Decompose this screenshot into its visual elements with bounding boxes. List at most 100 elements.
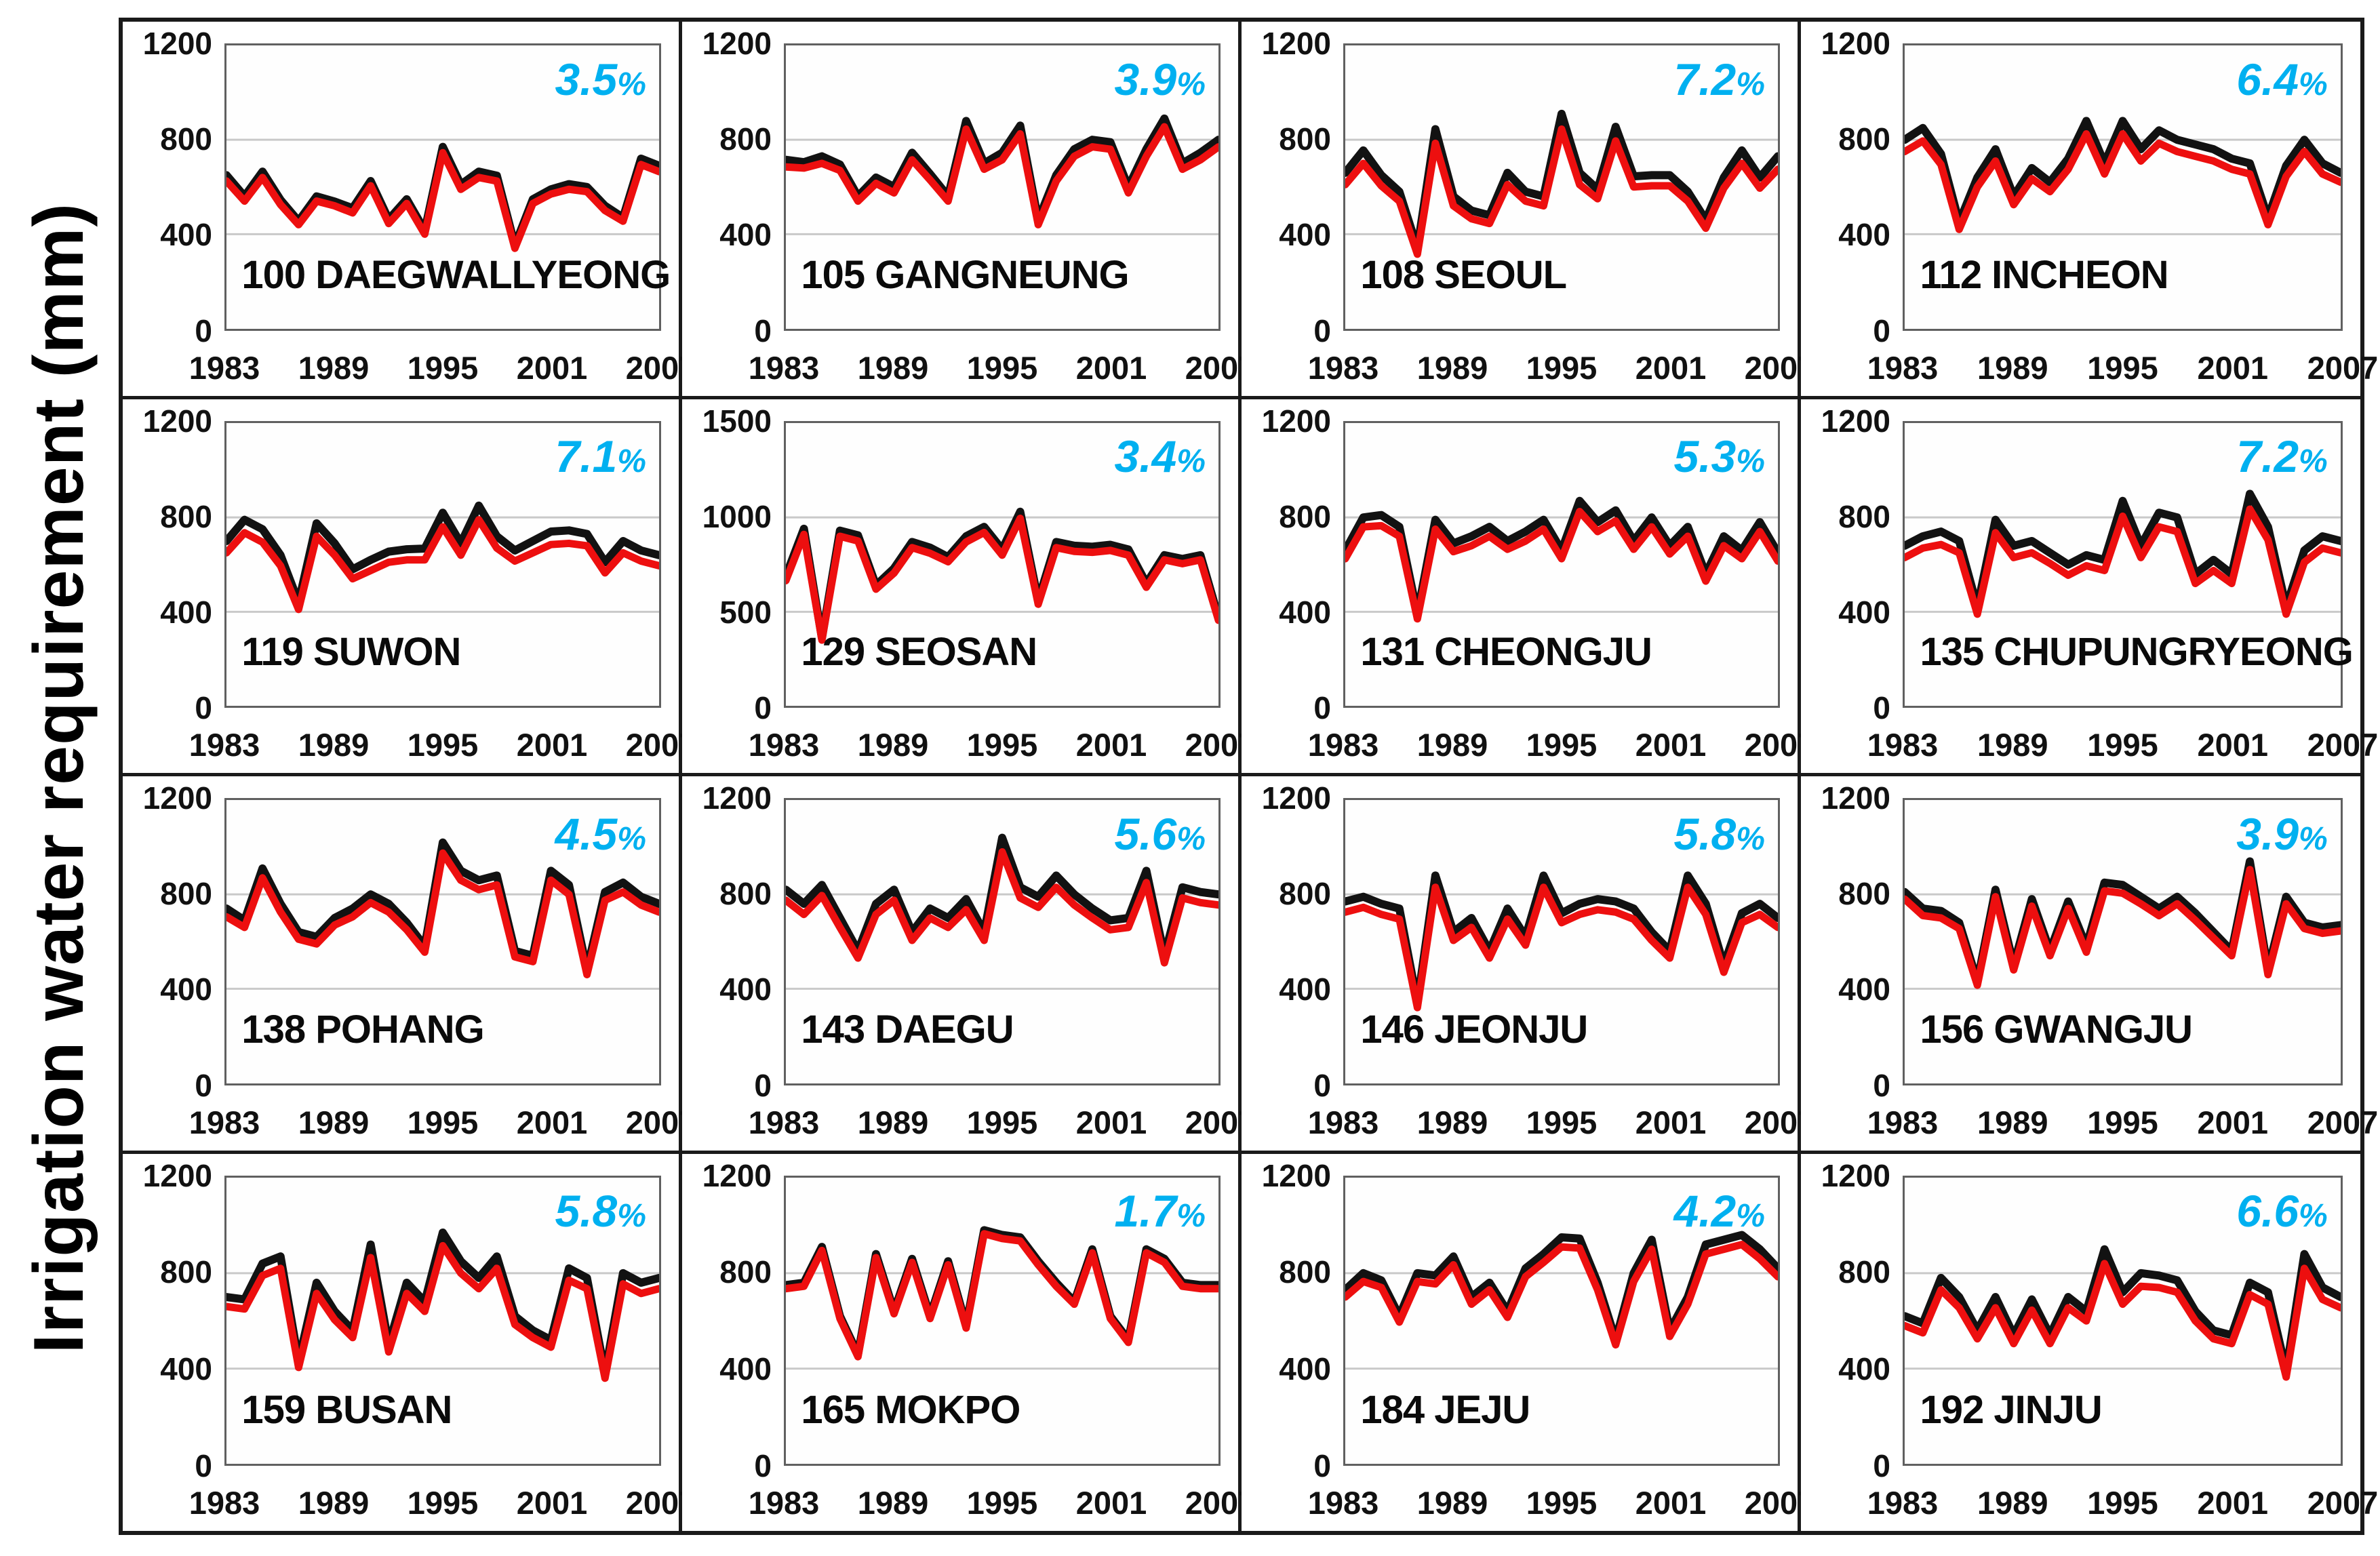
percent-value: 5.6 bbox=[1114, 808, 1177, 859]
y-tick-label: 800 bbox=[1838, 498, 1890, 534]
y-tick-label: 1200 bbox=[1261, 780, 1331, 816]
x-tick-label: 1995 bbox=[2087, 1485, 2158, 1521]
x-tick-label: 1989 bbox=[1416, 727, 1488, 763]
y-tick-label: 1200 bbox=[142, 1157, 212, 1193]
percent-sign: % bbox=[1176, 443, 1206, 480]
percent-value: 3.9 bbox=[2236, 808, 2299, 859]
y-tick-label: 1200 bbox=[1821, 780, 1890, 816]
plot-area: 4.2% 184 JEJU bbox=[1343, 1175, 1780, 1466]
station-name-label: 119 SUWON bbox=[241, 630, 461, 675]
y-tick-label: 0 bbox=[195, 1067, 212, 1103]
line-chart bbox=[226, 800, 659, 1083]
x-tick-label: 2001 bbox=[2197, 349, 2269, 386]
y-tick-label: 400 bbox=[1279, 1351, 1331, 1387]
percent-sign: % bbox=[2299, 820, 2328, 857]
percent-change-label: 3.4% bbox=[1114, 434, 1205, 479]
percent-sign: % bbox=[617, 443, 646, 480]
percent-value: 7.2 bbox=[1673, 54, 1737, 104]
y-tick-label: 1000 bbox=[702, 498, 772, 534]
plot-area: 3.5% 100 DAEGWALLYEONG bbox=[224, 43, 671, 331]
x-axis-ticks: 1983 1989 1995 2001 2007 bbox=[1867, 719, 2379, 767]
percent-sign: % bbox=[1176, 820, 1206, 857]
y-tick-label: 1200 bbox=[142, 26, 212, 61]
percent-sign: % bbox=[1736, 66, 1765, 102]
y-tick-label: 400 bbox=[1838, 594, 1890, 630]
panel-184-jeju: 1200 800 400 0 4.2% 184 JEJU 1983 1989 1… bbox=[1242, 1153, 1816, 1531]
x-tick-label: 1983 bbox=[1307, 349, 1379, 386]
line-chart bbox=[1345, 45, 1778, 329]
x-tick-label: 2001 bbox=[1075, 1104, 1147, 1140]
x-tick-label: 2001 bbox=[1635, 349, 1707, 386]
panel-146-jeonju: 1200 800 400 0 5.8% 146 JEONJU 1983 1989… bbox=[1242, 776, 1815, 1154]
percent-change-label: 3.9% bbox=[1114, 57, 1205, 102]
panel-129-seosan: 1500 1000 500 0 3.4% 129 SEOSAN 1983 198… bbox=[682, 399, 1256, 776]
x-tick-label: 1995 bbox=[1526, 1485, 1598, 1521]
x-tick-label: 1989 bbox=[298, 1485, 370, 1521]
y-tick-label: 800 bbox=[719, 1254, 772, 1290]
x-tick-label: 2001 bbox=[516, 1485, 588, 1521]
y-tick-label: 1200 bbox=[142, 403, 212, 439]
panel-131-cheongju: 1200 800 400 0 5.3% 131 CHEONGJU 1983 19… bbox=[1242, 399, 1815, 776]
y-tick-label: 1200 bbox=[702, 780, 772, 816]
x-tick-label: 2001 bbox=[516, 1104, 588, 1140]
x-axis-ticks: 1983 1989 1995 2001 2007 bbox=[1308, 342, 1816, 391]
plot-area: 7.2% 135 CHUPUNGRYEONG bbox=[1903, 420, 2354, 708]
y-tick-label: 0 bbox=[754, 1067, 772, 1103]
percent-sign: % bbox=[2299, 443, 2328, 480]
x-axis-ticks: 1983 1989 1995 2001 2007 bbox=[749, 719, 1256, 767]
x-tick-label: 1995 bbox=[1526, 1104, 1598, 1140]
x-tick-label: 1989 bbox=[1977, 727, 2048, 763]
y-axis-ticks: 1500 1000 500 0 bbox=[682, 403, 778, 726]
x-tick-label: 1989 bbox=[298, 727, 370, 763]
panel-156-gwangju: 1200 800 400 0 3.9% 156 GWANGJU 1983 198… bbox=[1801, 776, 2379, 1154]
plot-area: 7.2% 108 SEOUL bbox=[1343, 43, 1780, 331]
x-tick-label: 1989 bbox=[1416, 1485, 1488, 1521]
y-tick-label: 800 bbox=[160, 876, 212, 912]
line-chart bbox=[1905, 423, 2341, 706]
plot-area: 5.6% 143 DAEGU bbox=[784, 798, 1221, 1085]
line-chart bbox=[226, 423, 659, 706]
x-tick-label: 1983 bbox=[748, 1104, 820, 1140]
y-tick-label: 1200 bbox=[1261, 403, 1331, 439]
y-axis-title: Irrigation water requirement (mm) bbox=[0, 0, 119, 1556]
x-tick-label: 2001 bbox=[516, 349, 588, 386]
plot-area: 7.1% 119 SUWON bbox=[224, 420, 661, 708]
y-axis-ticks: 1200 800 400 0 bbox=[1801, 1158, 1897, 1484]
y-tick-label: 1500 bbox=[702, 403, 772, 439]
percent-sign: % bbox=[2299, 66, 2328, 102]
x-tick-label: 1983 bbox=[748, 349, 820, 386]
panel-135-chupungryeong: 1200 800 400 0 7.2% 135 CHUPUNGRYEONG 19… bbox=[1801, 399, 2379, 776]
percent-change-label: 7.1% bbox=[555, 434, 646, 479]
y-tick-label: 0 bbox=[1313, 313, 1331, 348]
x-axis-ticks: 1983 1989 1995 2001 2007 bbox=[1308, 1477, 1816, 1525]
percent-sign: % bbox=[617, 66, 646, 102]
percent-change-label: 4.2% bbox=[1673, 1189, 1764, 1233]
x-tick-label: 1995 bbox=[2087, 1104, 2158, 1140]
plot-area: 3.9% 156 GWANGJU bbox=[1903, 798, 2343, 1085]
percent-sign: % bbox=[2299, 1198, 2328, 1235]
panel-105-gangneung: 1200 800 400 0 3.9% 105 GANGNEUNG 1983 1… bbox=[682, 22, 1256, 399]
y-axis-ticks: 1200 800 400 0 bbox=[1801, 780, 1897, 1103]
line-chart bbox=[1905, 800, 2341, 1083]
y-tick-label: 400 bbox=[1279, 972, 1331, 1008]
x-tick-label: 1983 bbox=[189, 727, 260, 763]
station-name-label: 146 JEONJU bbox=[1360, 1007, 1588, 1052]
percent-change-label: 7.2% bbox=[1673, 57, 1764, 102]
x-tick-label: 1995 bbox=[1526, 349, 1598, 386]
x-tick-label: 1983 bbox=[748, 727, 820, 763]
panel-192-jinju: 1200 800 400 0 6.6% 192 JINJU 1983 1989 … bbox=[1801, 1153, 2378, 1531]
plot-area: 5.8% 159 BUSAN bbox=[224, 1175, 661, 1466]
x-tick-label: 1983 bbox=[1307, 1104, 1379, 1140]
y-tick-label: 0 bbox=[195, 1448, 212, 1483]
y-tick-label: 500 bbox=[719, 594, 772, 630]
x-axis-ticks: 1983 1989 1995 2001 2007 bbox=[1867, 1096, 2379, 1145]
line-chart bbox=[786, 45, 1218, 329]
x-tick-label: 2001 bbox=[1635, 1485, 1707, 1521]
y-tick-label: 1200 bbox=[702, 1157, 772, 1193]
x-tick-label: 2001 bbox=[516, 727, 588, 763]
x-axis-ticks: 1983 1989 1995 2001 2007 bbox=[189, 1096, 697, 1145]
percent-value: 6.6 bbox=[2236, 1186, 2299, 1237]
line-chart bbox=[786, 423, 1218, 706]
percent-sign: % bbox=[617, 820, 646, 857]
percent-change-label: 3.9% bbox=[2236, 812, 2327, 856]
